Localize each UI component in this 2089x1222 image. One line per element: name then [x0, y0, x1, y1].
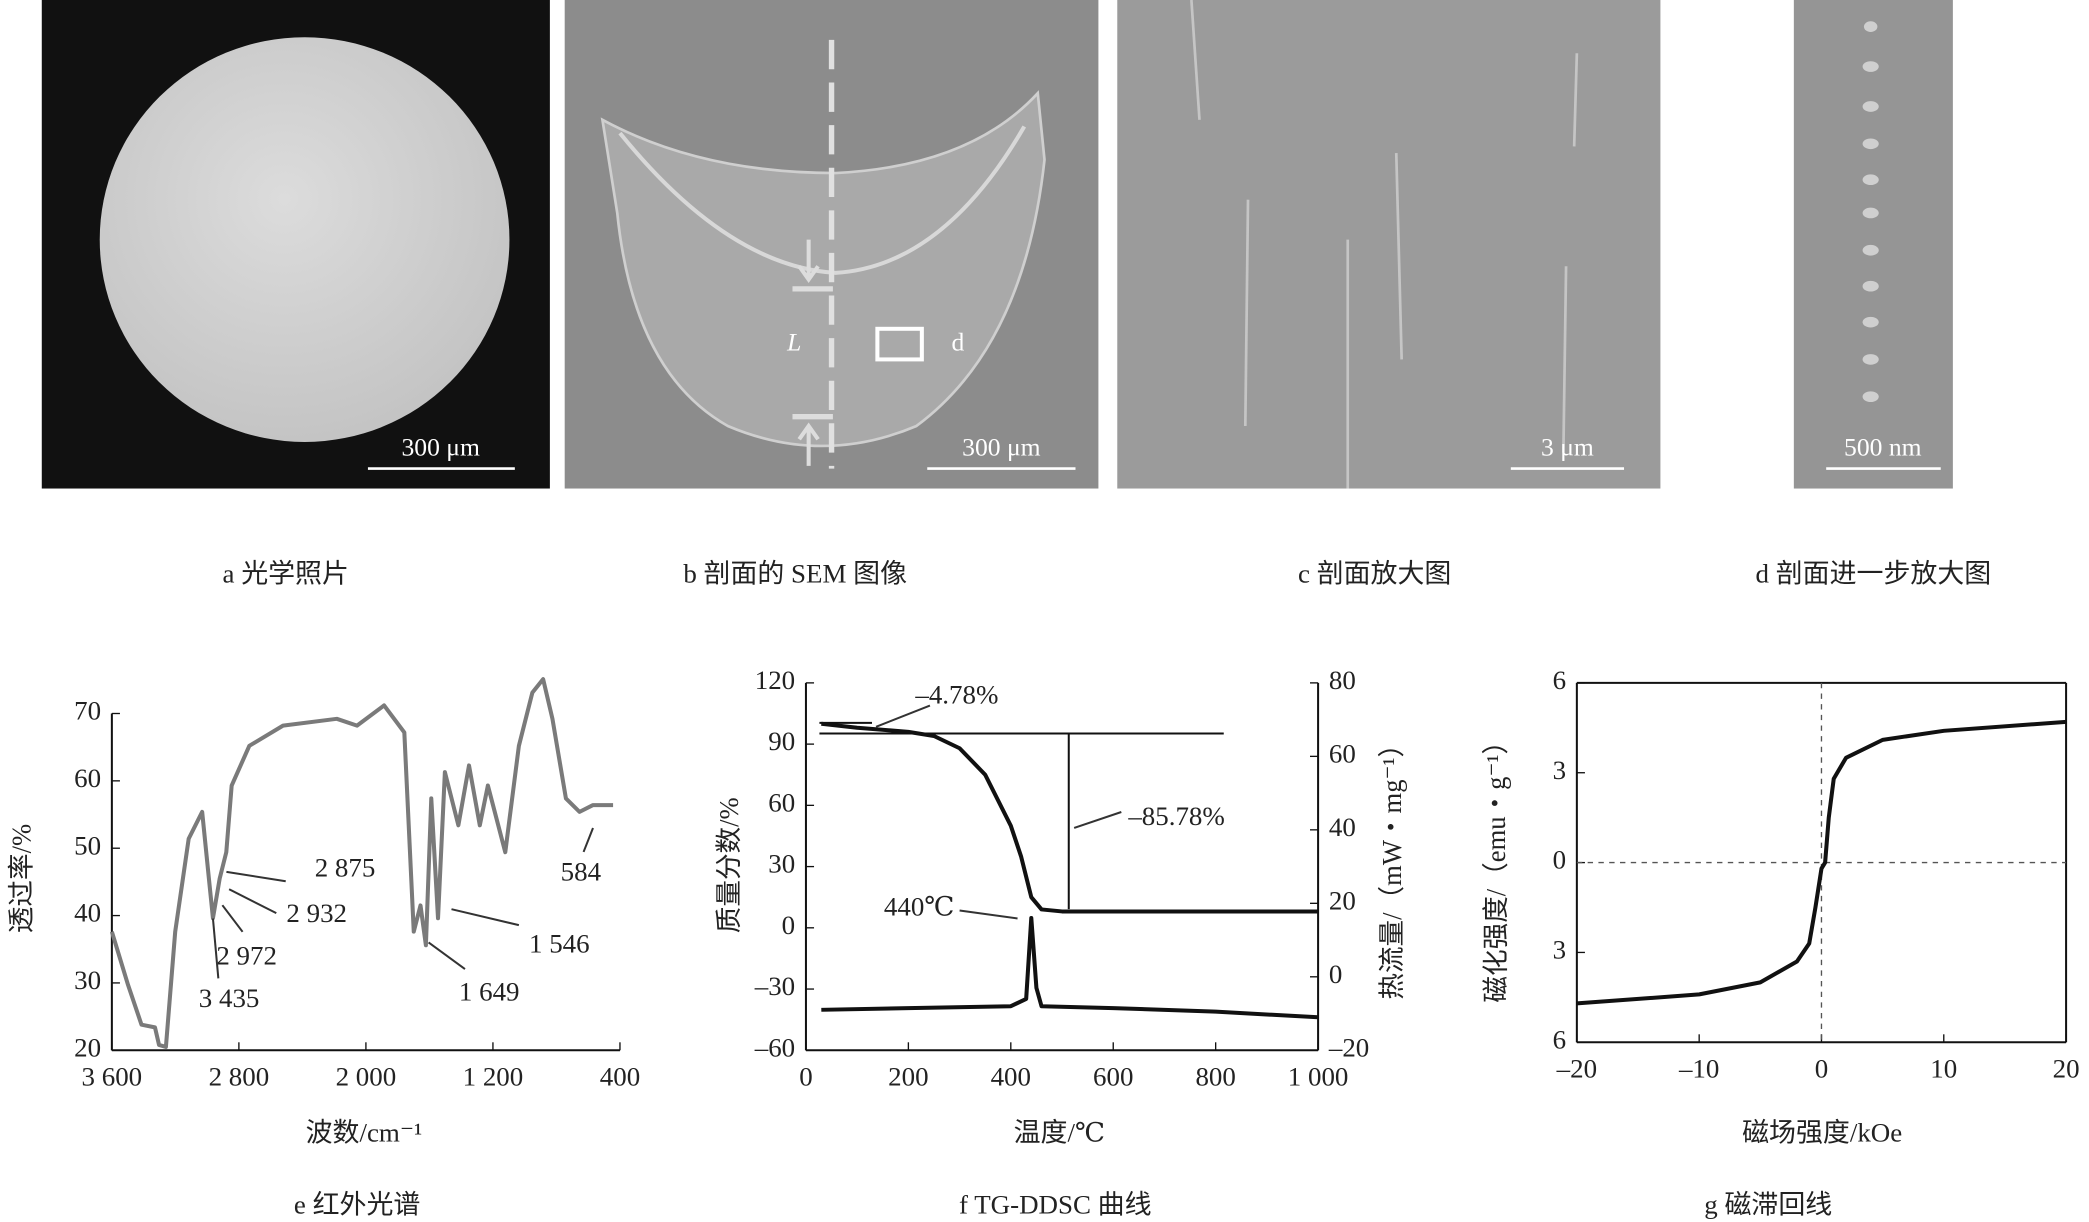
y-tick-label: 6: [1553, 1025, 1566, 1055]
panel-caption: c 剖面放大图: [1298, 559, 1451, 589]
scale-bar-label: 500 nm: [1844, 433, 1922, 462]
panel-label: d: [952, 328, 965, 357]
y2-tick-label: 20: [1329, 886, 1356, 916]
chart-caption: f TG-DDSC 曲线: [959, 1190, 1152, 1220]
annotation-arrow: [959, 909, 1018, 920]
annotation-arrow: [582, 827, 594, 853]
y-tick-label: 30: [74, 965, 101, 995]
y-tick-label: 120: [755, 665, 795, 695]
annotation: –85.78%: [1127, 801, 1225, 831]
x-tick-label: 1 000: [1288, 1062, 1349, 1092]
y2-tick-label: –20: [1328, 1033, 1369, 1063]
y2-tick-label: 40: [1329, 812, 1356, 842]
annotation: 440℃: [884, 891, 955, 921]
annotation: 2 972: [216, 941, 277, 971]
annotation-arrow: [226, 870, 286, 883]
y-tick-label: 50: [74, 830, 101, 860]
panel-label: L: [786, 328, 801, 357]
y-axis-label: 透过率/%: [6, 824, 36, 933]
scale-bar-label: 300 μm: [962, 433, 1041, 462]
y2-axis-label: 热流量/（mW・mg⁻¹）: [1377, 731, 1407, 1000]
x-tick-label: 2 800: [209, 1062, 270, 1092]
annotation-arrow: [451, 908, 520, 927]
y-tick-label: 0: [1553, 845, 1566, 875]
data-line: [1576, 719, 2067, 1006]
x-tick-label: 200: [888, 1062, 928, 1092]
y-axis-label: 质量分数/%: [714, 797, 744, 933]
x-tick-label: 600: [1093, 1062, 1133, 1092]
y-tick-label: 40: [74, 898, 101, 928]
x-tick-label: 400: [991, 1062, 1031, 1092]
scale-bar-label: 3 μm: [1541, 433, 1594, 462]
annotation-arrow: [221, 904, 244, 933]
annotation-arrow: [211, 918, 220, 979]
y-tick-label: –60: [754, 1033, 795, 1063]
panel-caption: d 剖面进一步放大图: [1756, 559, 1992, 589]
scale-bar-label: 300 μm: [401, 433, 480, 462]
panel-b: L d 300 μm: [564, 0, 1099, 489]
annotation: 584: [561, 857, 601, 887]
x-tick-label: –10: [1678, 1054, 1719, 1084]
annotation: 2 875: [315, 853, 376, 883]
y-tick-label: 60: [768, 788, 795, 818]
x-tick-label: 1 200: [463, 1062, 524, 1092]
x-tick-label: 800: [1195, 1062, 1235, 1092]
x-tick-label: –20: [1556, 1054, 1597, 1084]
annotation: 2 932: [286, 898, 347, 928]
chart-caption: g 磁滞回线: [1704, 1190, 1832, 1220]
y2-tick-label: 80: [1329, 665, 1356, 695]
x-tick-label: 0: [1815, 1054, 1828, 1084]
y-tick-label: –30: [754, 971, 795, 1001]
annotation: 1 546: [529, 929, 590, 959]
data-line: [109, 677, 614, 1049]
panel-c: 3 μm: [1117, 0, 1661, 489]
annotation: 3 435: [199, 983, 260, 1013]
y-tick-label: 90: [768, 726, 795, 756]
x-axis-label: 温度/℃: [1014, 1118, 1105, 1148]
y-tick-label: 6: [1553, 665, 1566, 695]
y-tick-label: 3: [1553, 935, 1566, 965]
y-axis-label: 磁化强度/（emu・g⁻¹）: [1481, 728, 1511, 1003]
annotation-arrow: [427, 941, 466, 970]
panel-caption: a 光学照片: [223, 559, 349, 589]
y-tick-label: 0: [782, 910, 795, 940]
y2-tick-label: 0: [1329, 959, 1342, 989]
data-line: [821, 721, 1319, 914]
annotation-arrow: [875, 704, 931, 728]
annotation-arrow: [1073, 811, 1122, 829]
x-tick-label: 0: [799, 1062, 812, 1092]
panel-d: 500 nm: [1793, 0, 1953, 489]
x-axis-label: 波数/cm⁻¹: [306, 1118, 423, 1148]
x-tick-label: 10: [1930, 1054, 1957, 1084]
x-tick-label: 20: [2053, 1054, 2080, 1084]
x-tick-label: 3 600: [82, 1062, 143, 1092]
y-tick-label: 20: [74, 1033, 101, 1063]
y-tick-label: 3: [1553, 755, 1566, 785]
annotation: 1 649: [459, 977, 520, 1007]
y-tick-label: 30: [768, 849, 795, 879]
panel-a: 300 μm: [41, 0, 550, 489]
data-line: [821, 915, 1319, 1020]
y-tick-label: 60: [74, 763, 101, 793]
x-axis-label: 磁场强度/kOe: [1742, 1118, 1902, 1148]
x-tick-label: 2 000: [336, 1062, 397, 1092]
annotation-arrow: [228, 888, 277, 915]
y-tick-label: 70: [74, 696, 101, 726]
panel-caption: b 剖面的 SEM 图像: [683, 559, 907, 589]
y2-tick-label: 60: [1329, 739, 1356, 769]
annotation: –4.78%: [914, 680, 998, 710]
x-tick-label: 400: [600, 1062, 640, 1092]
chart-caption: e 红外光谱: [294, 1190, 420, 1220]
